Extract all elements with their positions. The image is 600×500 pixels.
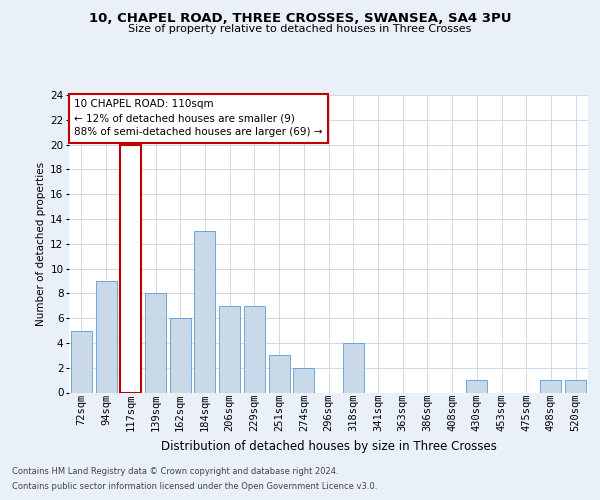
Text: 10 CHAPEL ROAD: 110sqm
← 12% of detached houses are smaller (9)
88% of semi-deta: 10 CHAPEL ROAD: 110sqm ← 12% of detached… bbox=[74, 100, 323, 138]
Bar bbox=[343, 343, 364, 392]
Bar bbox=[71, 330, 92, 392]
Bar bbox=[120, 144, 141, 392]
Text: Size of property relative to detached houses in Three Crosses: Size of property relative to detached ho… bbox=[128, 24, 472, 34]
Text: Contains public sector information licensed under the Open Government Licence v3: Contains public sector information licen… bbox=[12, 482, 377, 491]
Text: Contains HM Land Registry data © Crown copyright and database right 2024.: Contains HM Land Registry data © Crown c… bbox=[12, 467, 338, 476]
Bar bbox=[244, 306, 265, 392]
Bar bbox=[219, 306, 240, 392]
Bar bbox=[293, 368, 314, 392]
Bar bbox=[170, 318, 191, 392]
Bar bbox=[565, 380, 586, 392]
Text: 10, CHAPEL ROAD, THREE CROSSES, SWANSEA, SA4 3PU: 10, CHAPEL ROAD, THREE CROSSES, SWANSEA,… bbox=[89, 12, 511, 26]
Bar bbox=[466, 380, 487, 392]
Y-axis label: Number of detached properties: Number of detached properties bbox=[36, 162, 46, 326]
Bar bbox=[541, 380, 562, 392]
Bar bbox=[194, 232, 215, 392]
Bar bbox=[95, 281, 116, 392]
Bar bbox=[145, 294, 166, 392]
X-axis label: Distribution of detached houses by size in Three Crosses: Distribution of detached houses by size … bbox=[161, 440, 496, 452]
Bar bbox=[269, 356, 290, 393]
